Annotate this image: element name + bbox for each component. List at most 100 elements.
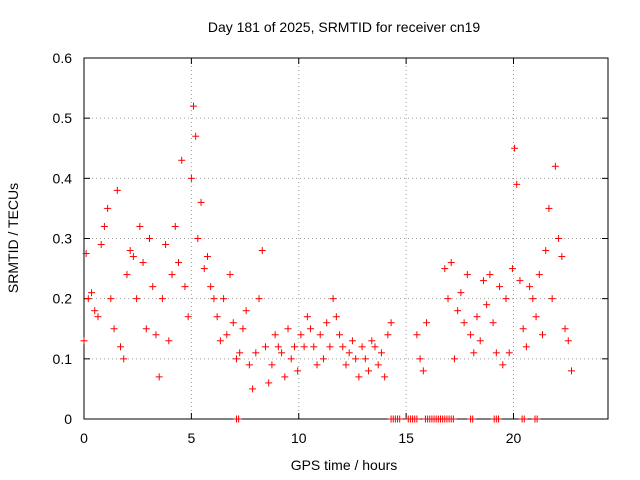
data-point xyxy=(126,247,134,255)
data-point xyxy=(297,331,305,339)
data-point xyxy=(307,325,315,333)
data-point xyxy=(542,247,550,255)
data-point xyxy=(162,241,170,249)
data-point xyxy=(371,343,379,351)
data-point xyxy=(117,343,125,351)
data-point xyxy=(158,295,166,303)
data-point xyxy=(274,343,282,351)
data-point xyxy=(258,247,266,255)
data-point xyxy=(232,355,240,363)
data-point xyxy=(499,361,507,369)
data-point xyxy=(332,313,340,321)
data-point xyxy=(323,319,331,327)
data-point xyxy=(197,198,205,206)
data-point xyxy=(268,361,276,369)
y-tick-label: 0.1 xyxy=(53,351,73,367)
data-point xyxy=(261,343,269,351)
data-point xyxy=(342,361,350,369)
data-point xyxy=(368,337,376,345)
y-tick-label: 0.2 xyxy=(53,291,73,307)
data-point xyxy=(316,331,324,339)
data-point xyxy=(377,349,385,357)
data-point xyxy=(444,295,452,303)
data-point xyxy=(419,367,427,375)
data-point xyxy=(529,295,537,303)
data-point xyxy=(539,331,546,339)
data-point xyxy=(178,156,186,164)
data-point xyxy=(192,132,200,140)
data-point xyxy=(505,349,513,357)
data-point xyxy=(496,283,504,291)
data-point xyxy=(489,319,497,327)
data-point xyxy=(165,337,173,345)
data-point xyxy=(155,373,163,381)
chart-title: Day 181 of 2025, SRMTID for receiver cn1… xyxy=(208,19,481,35)
data-point xyxy=(271,331,279,339)
data-point xyxy=(133,295,141,303)
data-point xyxy=(463,271,471,279)
x-tick-label: 20 xyxy=(506,430,522,446)
data-point xyxy=(190,102,198,110)
data-point xyxy=(476,337,484,345)
data-point xyxy=(336,331,344,339)
data-point xyxy=(516,277,524,285)
data-point xyxy=(91,307,99,315)
data-point xyxy=(450,355,458,363)
data-point xyxy=(223,331,231,339)
data-point xyxy=(384,331,392,339)
data-point xyxy=(522,343,530,351)
data-point xyxy=(181,283,189,291)
data-point xyxy=(252,349,260,357)
data-point xyxy=(339,343,347,351)
data-point xyxy=(152,331,160,339)
data-point xyxy=(84,295,92,303)
data-point xyxy=(532,313,540,321)
gridlines xyxy=(84,58,608,419)
data-point xyxy=(352,355,360,363)
data-point xyxy=(313,361,321,369)
data-point xyxy=(213,313,221,321)
data-point xyxy=(265,379,273,387)
data-point xyxy=(290,343,298,351)
data-point xyxy=(454,307,462,315)
data-point xyxy=(526,283,534,291)
y-tick-label: 0 xyxy=(64,411,72,427)
data-point xyxy=(460,319,468,327)
data-point xyxy=(216,337,224,345)
data-point xyxy=(174,259,182,267)
data-point xyxy=(326,343,334,351)
data-point xyxy=(139,259,147,267)
data-point xyxy=(187,174,195,182)
data-point xyxy=(502,295,510,303)
data-point xyxy=(123,271,131,279)
data-point xyxy=(249,385,257,393)
x-tick-label: 15 xyxy=(398,430,414,446)
data-point xyxy=(470,349,478,357)
data-point xyxy=(171,222,179,230)
data-point xyxy=(94,313,102,321)
data-point xyxy=(107,295,115,303)
data-point xyxy=(239,325,247,333)
data-point xyxy=(300,343,308,351)
data-point xyxy=(387,319,395,327)
data-point xyxy=(207,283,215,291)
data-point xyxy=(483,301,491,309)
data-point xyxy=(555,235,563,242)
data-point xyxy=(278,349,286,357)
x-axis-label: GPS time / hours xyxy=(291,457,398,473)
axis-ticks: 0 0.1 0.2 0.3 0.4 0.5 0.6 0 5 10 15 20 xyxy=(53,50,608,446)
data-points xyxy=(80,102,575,423)
data-point xyxy=(355,373,363,381)
data-point xyxy=(423,319,431,327)
data-point xyxy=(310,343,318,351)
data-point xyxy=(520,415,528,423)
data-point xyxy=(533,415,541,423)
data-point xyxy=(220,295,228,303)
data-point xyxy=(469,415,477,423)
data-point xyxy=(535,271,543,279)
data-point xyxy=(473,313,481,321)
data-point xyxy=(467,331,475,339)
data-point xyxy=(245,361,253,369)
data-point xyxy=(381,373,389,381)
